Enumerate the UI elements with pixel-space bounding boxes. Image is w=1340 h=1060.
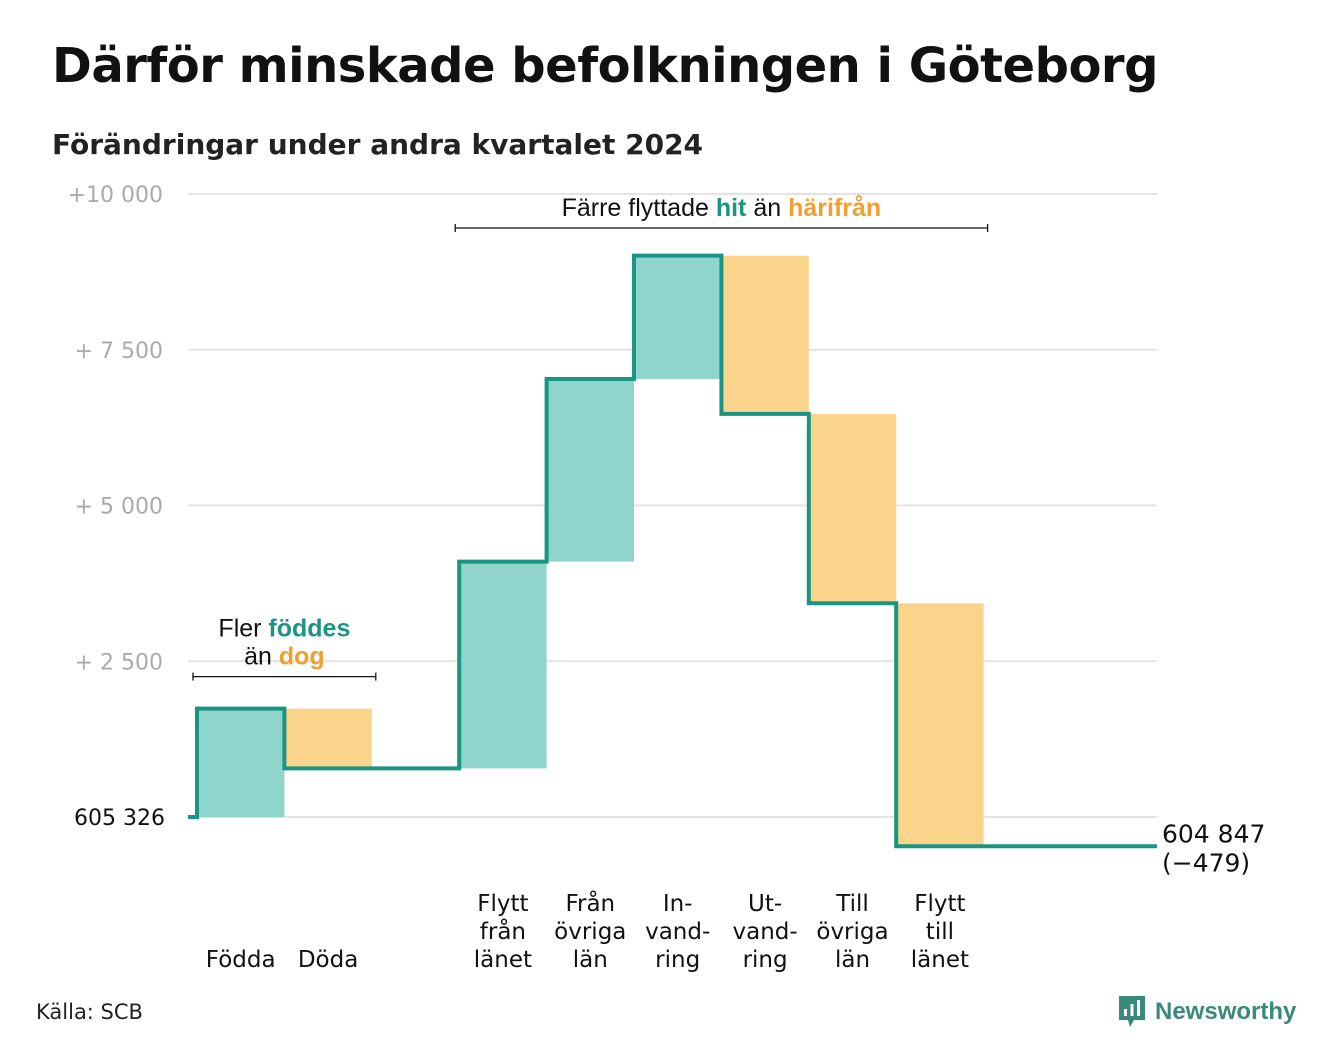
category-label: Födda xyxy=(206,947,276,973)
brand-logo[interactable]: Newsworthy xyxy=(1117,994,1296,1030)
category-label: Flytt xyxy=(914,891,965,917)
category-label: Från xyxy=(565,889,615,917)
category-label: länet xyxy=(911,947,969,973)
annotation-text: Fler föddes xyxy=(218,615,350,643)
category-label: från xyxy=(480,917,526,945)
increase-bar xyxy=(197,708,285,817)
decrease-bar xyxy=(284,708,372,769)
source-note: Källa: SCB xyxy=(36,1000,143,1024)
category-label: vand- xyxy=(733,919,798,945)
category-label: län xyxy=(835,947,870,973)
chart-subtitle: Förändringar under andra kvartalet 2024 xyxy=(52,128,704,161)
decrease-bar xyxy=(808,413,897,604)
category-label: Ut- xyxy=(748,891,782,917)
annotation-text: än dog xyxy=(244,643,325,671)
y-tick-label: +10 000 xyxy=(68,183,163,208)
cumulative-step-line xyxy=(188,253,1157,849)
category-label: In- xyxy=(663,891,693,917)
category-label: till xyxy=(926,919,954,945)
increase-bar xyxy=(459,561,547,769)
annotation-text: Färre flyttade hit än härifrån xyxy=(562,194,882,222)
start-value-label: 605 326 xyxy=(74,806,165,831)
decrease-bar xyxy=(896,603,984,847)
y-tick-label: + 5 000 xyxy=(75,495,163,520)
end-change-label: (−479) xyxy=(1162,848,1250,877)
brand-name: Newsworthy xyxy=(1155,998,1297,1025)
category-label: vand- xyxy=(645,919,710,945)
category-label: övriga xyxy=(816,919,888,945)
y-tick-label: + 7 500 xyxy=(75,339,163,364)
end-value-label: 604 847 xyxy=(1162,819,1265,848)
category-label: län xyxy=(573,947,608,973)
category-label: länet xyxy=(474,947,532,973)
category-label: övriga xyxy=(554,919,626,945)
chart-title: Därför minskade befolkningen i Göteborg xyxy=(52,38,1158,94)
category-label: Döda xyxy=(298,947,358,973)
category-label: Flytt xyxy=(477,891,528,917)
category-label: ring xyxy=(743,947,788,973)
decrease-bar xyxy=(721,255,809,414)
y-tick-label: + 2 500 xyxy=(75,650,163,675)
category-label: Till xyxy=(835,891,869,917)
increase-bar xyxy=(634,255,722,380)
category-label: ring xyxy=(655,947,700,973)
increase-bar xyxy=(546,379,634,562)
newsworthy-logo-icon xyxy=(1119,996,1145,1027)
